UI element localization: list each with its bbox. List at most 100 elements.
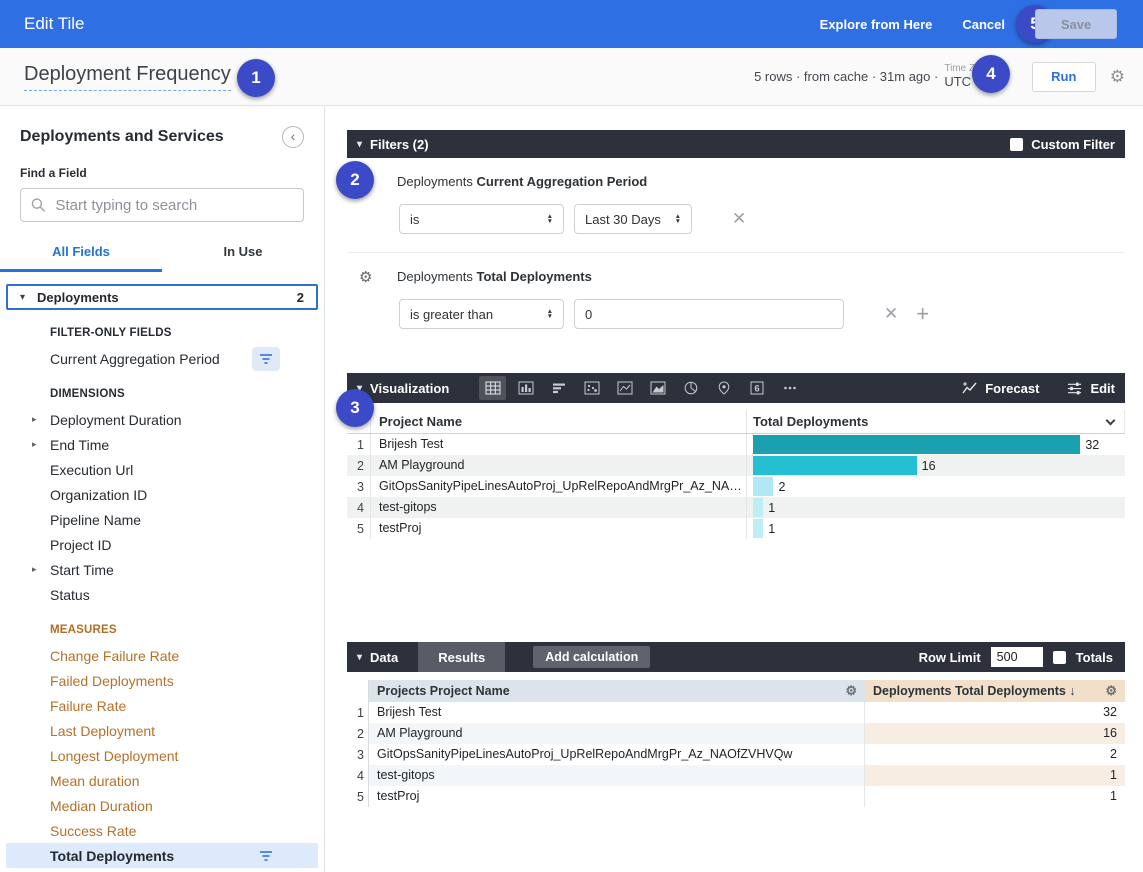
sidebar-field-last-deployment[interactable]: Last Deployment bbox=[0, 718, 324, 743]
sidebar-field-change-failure-rate[interactable]: Change Failure Rate bbox=[0, 643, 324, 668]
visualization-table: Project Name Total Deployments 1 Brijesh … bbox=[347, 410, 1125, 539]
dimension-column-header[interactable]: Projects Project Name ⚙ bbox=[369, 680, 865, 702]
filter-divider bbox=[347, 252, 1125, 253]
row-limit-label: Row Limit bbox=[918, 649, 981, 665]
custom-filter-checkbox[interactable] bbox=[1010, 137, 1024, 151]
filter-icon[interactable] bbox=[252, 844, 280, 868]
view-group-deployments[interactable]: ▾ Deployments 2 bbox=[6, 284, 318, 310]
sidebar-field-status[interactable]: Status bbox=[0, 582, 324, 607]
filter-field-label: Deployments Total Deployments bbox=[397, 269, 592, 284]
viz-type-map-pin-icon[interactable] bbox=[710, 376, 737, 400]
viz-type-picker: 6 bbox=[479, 376, 803, 400]
filter-operator-select[interactable]: is greater than ▲ ▼ bbox=[399, 299, 564, 329]
viz-type-table-icon[interactable] bbox=[479, 376, 507, 400]
viz-type-bar-icon[interactable] bbox=[512, 376, 539, 400]
bar-value-label: 16 bbox=[921, 458, 936, 473]
content-area: Deployments and Services ‹ Find a Field … bbox=[0, 106, 1143, 872]
add-filter-value-icon[interactable]: + bbox=[916, 301, 930, 326]
select-arrows-icon: ▲ ▼ bbox=[546, 213, 553, 225]
viz-type-area-icon[interactable] bbox=[644, 376, 671, 400]
section-collapse-caret-icon[interactable]: ▾ bbox=[357, 651, 363, 663]
sidebar-field-project-id[interactable]: Project ID bbox=[0, 532, 324, 557]
sidebar-field-organization-id[interactable]: Organization ID bbox=[0, 482, 324, 507]
page-title[interactable]: Deployment Frequency bbox=[24, 63, 231, 91]
project-name-cell: GitOpsSanityPipeLinesAutoProj_UpRelRepoA… bbox=[371, 476, 747, 497]
field-label: Success Rate bbox=[50, 822, 137, 839]
value-bar bbox=[753, 519, 764, 538]
project-name-column-header[interactable]: Project Name bbox=[371, 410, 747, 433]
run-button[interactable]: Run bbox=[1031, 61, 1096, 92]
measure-column-header[interactable]: Deployments Total Deployments ↓ ⚙ bbox=[865, 680, 1125, 702]
filter-operator-select[interactable]: is ▲ ▼ bbox=[399, 204, 564, 234]
viz-table-row: 4 test-gitops 1 bbox=[347, 497, 1125, 518]
filter-settings-gear-icon[interactable]: ⚙ bbox=[359, 269, 373, 286]
expand-caret-icon[interactable]: ▸ bbox=[32, 439, 37, 449]
viz-type-scatter-icon[interactable] bbox=[578, 376, 605, 400]
viz-type-hbar-icon[interactable] bbox=[545, 376, 572, 400]
save-button[interactable]: Save bbox=[1035, 9, 1117, 39]
viz-type-line-icon[interactable] bbox=[611, 376, 638, 400]
bar-value-label: 2 bbox=[778, 479, 786, 494]
sidebar-field-pipeline-name[interactable]: Pipeline Name bbox=[0, 507, 324, 532]
timezone-label: Time Zone bbox=[944, 63, 992, 75]
tab-in-use[interactable]: In Use bbox=[223, 244, 263, 259]
filter-value-select[interactable]: Last 30 Days ▲ ▼ bbox=[574, 204, 692, 234]
viz-table-row: 5 testProj 1 bbox=[347, 518, 1125, 539]
sidebar-field-execution-url[interactable]: Execution Url bbox=[0, 457, 324, 482]
sidebar-field-longest-deployment[interactable]: Longest Deployment bbox=[0, 743, 324, 768]
section-collapse-caret-icon[interactable]: ▾ bbox=[357, 382, 363, 394]
expand-caret-icon[interactable]: ▸ bbox=[32, 414, 37, 424]
data-table-header: Projects Project Name ⚙ Deployments Tota… bbox=[347, 680, 1125, 702]
filter-icon[interactable] bbox=[252, 346, 280, 371]
row-number-column-header bbox=[347, 410, 371, 433]
sidebar-field-success-rate[interactable]: Success Rate bbox=[0, 818, 324, 843]
row-limit-input[interactable] bbox=[990, 647, 1043, 667]
sidebar-field-failure-rate[interactable]: Failure Rate bbox=[0, 693, 324, 718]
total-deployments-column-header[interactable]: Total Deployments bbox=[747, 410, 1125, 433]
filter-row: Deployments Current Aggregation Period i… bbox=[347, 174, 1125, 234]
column-gear-icon[interactable]: ⚙ bbox=[1105, 683, 1117, 698]
filters-section-header[interactable]: ▾ Filters (2) Custom Filter bbox=[347, 130, 1125, 158]
forecast-button[interactable]: Forecast bbox=[962, 381, 1039, 396]
search-input[interactable] bbox=[55, 196, 293, 214]
project-name-cell: testProj bbox=[371, 518, 747, 539]
sidebar-field-total-deployments[interactable]: Total Deployments bbox=[6, 843, 318, 868]
add-calculation-button[interactable]: Add calculation bbox=[533, 646, 651, 668]
sidebar-field-median-duration[interactable]: Median Duration bbox=[0, 793, 324, 818]
data-table-row: 3 GitOpsSanityPipeLinesAutoProj_UpRelRepo… bbox=[347, 744, 1125, 765]
expand-caret-icon[interactable]: ▸ bbox=[32, 564, 37, 574]
viz-type-single-value-icon[interactable]: 6 bbox=[743, 376, 770, 400]
sidebar-field-start-time[interactable]: ▸ Start Time bbox=[0, 557, 324, 582]
field-picker-sidebar: Deployments and Services ‹ Find a Field … bbox=[0, 106, 325, 872]
top-app-bar: Edit Tile Explore from Here Cancel Save bbox=[0, 0, 1143, 48]
viz-table-row: 3 GitOpsSanityPipeLinesAutoProj_UpRelRepo… bbox=[347, 476, 1125, 497]
field-section-header: DIMENSIONS bbox=[50, 388, 125, 400]
remove-filter-icon[interactable]: ✕ bbox=[732, 209, 747, 228]
query-settings-gear-icon[interactable]: ⚙ bbox=[1109, 67, 1125, 86]
section-collapse-caret-icon[interactable]: ▾ bbox=[357, 138, 363, 150]
row-number: 2 bbox=[347, 455, 371, 476]
row-number: 5 bbox=[347, 786, 369, 807]
field-label: Change Failure Rate bbox=[50, 647, 180, 664]
explore-from-here-link[interactable]: Explore from Here bbox=[819, 16, 933, 32]
sidebar-field-current-aggregation-period[interactable]: Current Aggregation Period bbox=[0, 346, 324, 371]
tab-all-fields[interactable]: All Fields bbox=[0, 244, 162, 272]
viz-type-pie-icon[interactable] bbox=[677, 376, 704, 400]
edit-viz-button[interactable]: Edit bbox=[1067, 381, 1115, 396]
row-number: 3 bbox=[347, 744, 369, 765]
column-gear-icon[interactable]: ⚙ bbox=[845, 683, 857, 698]
column-menu-chevron-icon[interactable] bbox=[1105, 415, 1116, 425]
sidebar-field-failed-deployments[interactable]: Failed Deployments bbox=[0, 668, 324, 693]
field-search-box[interactable] bbox=[20, 188, 304, 222]
viz-type-more-icon[interactable] bbox=[776, 376, 803, 400]
sidebar-field-mean-duration[interactable]: Mean duration bbox=[0, 768, 324, 793]
sidebar-field-end-time[interactable]: ▸ End Time bbox=[0, 432, 324, 457]
sidebar-field-deployment-duration[interactable]: ▸ Deployment Duration bbox=[0, 407, 324, 432]
collapse-sidebar-button[interactable]: ‹ bbox=[282, 126, 304, 148]
remove-filter-icon[interactable]: ✕ bbox=[884, 304, 899, 323]
filter-value-input[interactable] bbox=[574, 299, 844, 329]
totals-checkbox[interactable] bbox=[1052, 650, 1066, 664]
project-name-cell: Brijesh Test bbox=[371, 434, 747, 455]
results-tab[interactable]: Results bbox=[418, 642, 506, 672]
cancel-link[interactable]: Cancel bbox=[962, 16, 1005, 32]
